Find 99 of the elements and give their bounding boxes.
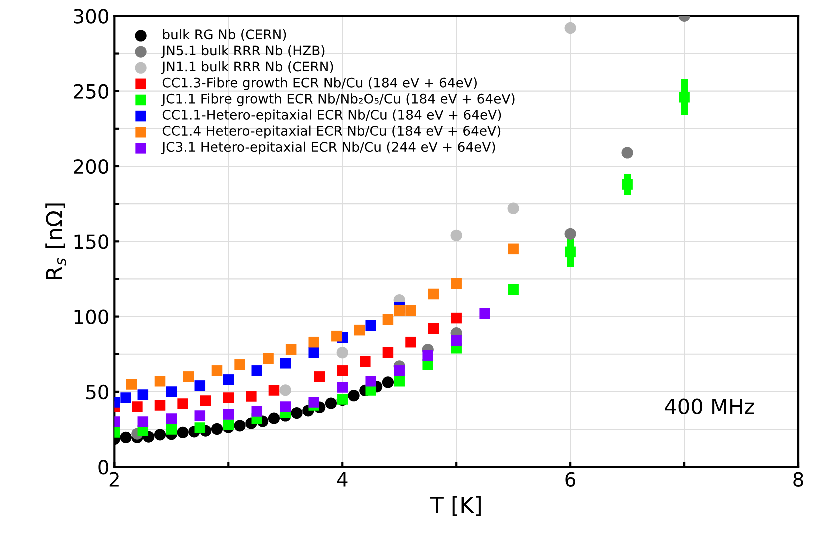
point [450, 230, 462, 242]
legend-label: JC1.1 Fibre growth ECR Nb/Nb₂O₅/Cu (184 eV + 64eV) [161, 94, 515, 106]
point [234, 420, 246, 432]
point [508, 284, 519, 296]
point [406, 305, 416, 316]
point [268, 385, 280, 396]
point [126, 379, 138, 390]
point [234, 360, 246, 370]
point [451, 278, 462, 290]
point [138, 390, 149, 400]
point [354, 324, 366, 336]
point [325, 398, 338, 410]
point [422, 350, 434, 362]
point [246, 391, 257, 402]
point [211, 423, 224, 436]
point [382, 314, 394, 326]
point [308, 336, 320, 348]
y-axis-title: R$_{s}$ [nΩ] [46, 204, 66, 280]
y-tick-label: 200 [74, 159, 109, 174]
annotation: 400 MHz [665, 398, 754, 415]
y-tick-label: 0 [98, 460, 109, 475]
point [366, 376, 376, 387]
legend-label: CC1.3-Fibre growth ECR Nb/Cu (184 eV + 64eV) [162, 78, 477, 90]
point [154, 376, 166, 387]
point [622, 179, 633, 190]
point [280, 402, 292, 412]
point [280, 358, 292, 369]
point [336, 347, 348, 359]
legend-label: JC3.1 Hetero-epitaxial ECR Nb/Cu (244 eV + 64eV) [161, 142, 496, 155]
legend-label: JN1.1 bulk RRR Nb (CERN) [161, 62, 334, 74]
point [564, 228, 576, 240]
point [337, 382, 348, 393]
point [138, 416, 149, 428]
y-tick-label: 100 [74, 310, 109, 324]
point [314, 372, 326, 382]
point [268, 412, 280, 424]
point [177, 426, 189, 438]
point [406, 336, 416, 348]
x-tick-label: 6 [566, 472, 576, 488]
point [291, 407, 303, 420]
point [394, 366, 405, 376]
x-tick-label: 8 [794, 472, 804, 488]
legend-label: bulk RG Nb (CERN) [163, 29, 286, 42]
legend-label: CC1.4 Hetero-epitaxial ECR Nb/Cu (184 eV + 64eV) [162, 126, 501, 139]
point [212, 366, 223, 376]
point [428, 288, 440, 300]
point [178, 398, 188, 410]
point [394, 305, 405, 316]
point [332, 330, 342, 342]
point [622, 147, 634, 159]
point [194, 380, 206, 392]
point [280, 384, 292, 396]
point [263, 354, 274, 364]
point [223, 374, 234, 386]
point [194, 410, 206, 422]
point [366, 320, 376, 332]
point [223, 420, 234, 430]
point [252, 366, 263, 376]
point [382, 347, 394, 358]
legend-label: CC1.1-Hetero-epitaxial ECR Nb/Cu (184 eV + 64eV) [162, 110, 502, 123]
y-tick-label: 250 [74, 84, 109, 100]
point [120, 432, 132, 444]
point [679, 92, 690, 103]
point [252, 406, 263, 417]
point [451, 312, 462, 324]
point [223, 409, 234, 420]
point [166, 386, 178, 398]
point [166, 414, 178, 424]
point [194, 422, 206, 434]
point [154, 400, 166, 411]
point [200, 396, 212, 406]
point [382, 376, 394, 388]
point [308, 347, 320, 358]
point [564, 22, 576, 34]
y-tick-label: 150 [74, 234, 109, 250]
point [166, 424, 178, 435]
point [120, 392, 132, 404]
point [451, 335, 462, 346]
point [428, 323, 440, 334]
point [132, 402, 143, 412]
x-tick-label: 2 [110, 472, 119, 487]
point [565, 246, 576, 258]
point [337, 366, 348, 376]
point [183, 372, 194, 382]
x-axis-title: T [K] [430, 496, 481, 516]
legend-label: JN5.1 bulk RRR Nb (HZB) [161, 45, 325, 58]
point [286, 344, 297, 356]
point [480, 308, 490, 320]
point [223, 392, 234, 404]
point [308, 397, 320, 408]
point [394, 376, 405, 387]
point [360, 356, 371, 368]
point [154, 429, 166, 441]
point [508, 244, 519, 255]
y-tick-label: 50 [86, 384, 109, 400]
y-tick-label: 300 [74, 9, 109, 24]
x-tick-label: 4 [337, 472, 348, 487]
point [508, 202, 520, 214]
point [348, 390, 360, 402]
